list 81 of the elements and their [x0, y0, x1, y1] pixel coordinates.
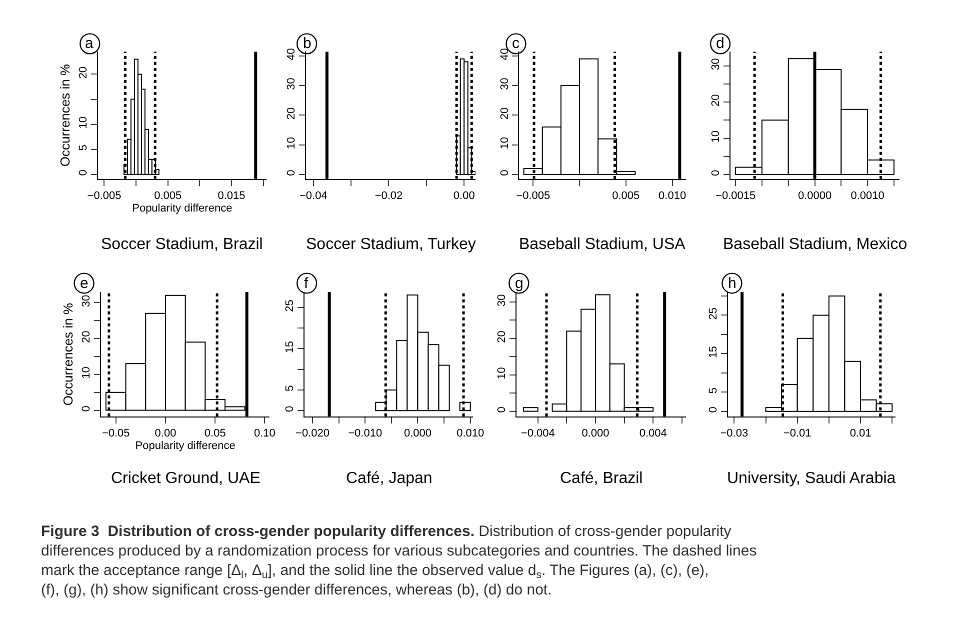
y-tick-label: 10 [80, 366, 93, 379]
y-tick-label: 20 [496, 330, 508, 343]
x-tick-label: 0.005 [612, 190, 640, 202]
y-tick-label: 30 [496, 294, 508, 306]
x-tick-label: −0.0015 [716, 190, 756, 202]
y-tick-label: 30 [498, 78, 511, 90]
y-tick-label: 30 [285, 78, 298, 90]
x-tick-label: 0.05 [204, 428, 226, 440]
text: Baseball Stadium, USA [519, 236, 686, 253]
y-tick-label: 40 [498, 48, 511, 60]
y-axis-title: Occurrences in % [60, 302, 76, 406]
y-tick-label: 20 [710, 94, 722, 107]
x-tick-label: 0.01 [850, 428, 872, 440]
annotation: c [512, 35, 520, 52]
annotation: b [303, 35, 312, 52]
y-tick-label: 0 [498, 170, 511, 176]
x-tick-label: −0.010 [348, 428, 382, 440]
y-tick-label: 0 [496, 406, 508, 413]
x-tick-label: 0.010 [658, 190, 686, 202]
text: f [304, 275, 309, 292]
y-tick-label: 20 [285, 107, 298, 120]
x-tick-label: −0.04 [299, 190, 328, 202]
y-tick-label: 25 [707, 307, 720, 320]
text: Café, Japan [346, 470, 432, 487]
text: Baseball Stadium, Mexico [723, 236, 908, 253]
x-tick-label: 0.004 [639, 428, 667, 440]
x-tick-label: −0.005 [87, 190, 122, 202]
x-tick-label: −0.020 [296, 428, 330, 440]
text: Soccer Stadium, Turkey [306, 236, 476, 253]
x-tick-label: 0.0010 [850, 190, 884, 202]
y-tick-label: 20 [498, 107, 511, 120]
y-axis-title: Occurrences in % [57, 64, 72, 167]
text: Figure 3 Distribution of cross-gender popularity differences. [41, 523, 474, 540]
text: h [728, 275, 736, 292]
x-tick-label: 0.00 [453, 190, 475, 202]
text: Soccer Stadium, Brazil [101, 236, 263, 253]
y-tick-label: 30 [710, 58, 722, 70]
y-tick-label: 20 [80, 330, 93, 343]
x-axis-title: Popularity difference [135, 440, 236, 452]
y-tick-label: 5 [284, 385, 296, 392]
y-tick-label: 15 [284, 340, 296, 354]
x-tick-label: 0.010 [456, 428, 484, 440]
y-tick-label: 25 [284, 300, 296, 312]
x-tick-label: −0.03 [720, 428, 748, 440]
y-tick-label: 5 [707, 387, 720, 394]
x-tick-label: −0.01 [783, 428, 812, 440]
y-tick-label: 5 [77, 144, 90, 151]
y-tick-label: 30 [80, 294, 93, 308]
x-axis-title: Popularity difference [132, 202, 232, 214]
y-tick-label: 0 [285, 170, 298, 176]
x-tick-label: −0.004 [520, 428, 555, 440]
x-tick-label: 0.000 [582, 428, 610, 440]
y-tick-label: 10 [498, 137, 511, 150]
y-tick-label: 10 [710, 130, 722, 143]
y-tick-label: 0 [707, 406, 720, 413]
x-tick-label: −0.05 [102, 428, 130, 440]
x-tick-label: 0.10 [254, 428, 276, 440]
text: e [80, 275, 88, 292]
x-tick-label: 0.005 [154, 190, 182, 202]
text: Cricket Ground, UAE [111, 470, 260, 487]
y-tick-label: 0 [710, 170, 722, 176]
text: University, Saudi Arabia [727, 470, 896, 487]
text: g [515, 275, 524, 292]
y-tick-label: 40 [285, 48, 298, 60]
x-tick-label: 0.00 [154, 428, 176, 440]
y-tick-label: 0 [80, 406, 93, 412]
text: a [85, 35, 94, 52]
y-tick-label: 0 [284, 406, 296, 412]
y-tick-label: 10 [285, 137, 298, 150]
text: Café, Brazil [560, 470, 643, 487]
x-tick-label: −0.02 [374, 190, 403, 202]
y-tick-label: 15 [707, 346, 720, 358]
y-tick-label: 10 [77, 116, 90, 129]
x-tick-label: 0.0000 [798, 190, 832, 202]
y-tick-label: 20 [77, 66, 90, 79]
x-tick-label: 0.000 [404, 428, 432, 440]
x-tick-label: −0.005 [516, 190, 550, 202]
x-tick-label: 0.015 [218, 190, 246, 202]
y-tick-label: 10 [496, 367, 508, 380]
text: d [716, 35, 724, 52]
y-tick-label: 0 [77, 170, 90, 176]
